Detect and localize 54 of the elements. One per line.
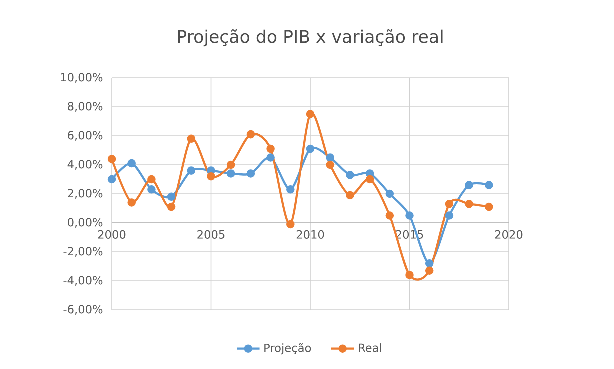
y-tick-label: 10,00% [61, 73, 103, 83]
y-tick-label: -6,00% [64, 305, 103, 315]
point [445, 212, 454, 220]
point [326, 160, 334, 170]
y-tick-label: 0,00% [68, 218, 103, 228]
point [187, 134, 196, 144]
point [246, 130, 256, 139]
point [346, 191, 354, 200]
point [306, 110, 315, 118]
point [485, 202, 494, 212]
point [207, 172, 216, 181]
point [386, 190, 394, 198]
point [406, 271, 414, 280]
x-tick-label: 2000 [98, 230, 126, 239]
point [326, 154, 334, 162]
point [386, 212, 394, 220]
point [406, 212, 414, 220]
legend-label: Projeção [264, 343, 312, 355]
x-tick-label: 2005 [198, 230, 225, 239]
y-tick-label: 6,00% [68, 131, 103, 141]
point [108, 155, 116, 164]
point [306, 144, 315, 154]
point [425, 259, 434, 268]
point [485, 181, 494, 190]
point [286, 220, 295, 229]
point [148, 186, 156, 194]
chart-title: Projeção do PIB x variação real [178, 30, 443, 47]
point [108, 175, 116, 184]
point [167, 202, 176, 212]
point [226, 160, 236, 170]
point [366, 175, 374, 184]
point [167, 192, 176, 202]
point [128, 198, 136, 207]
point [246, 170, 256, 178]
x-tick-label: 2010 [296, 230, 324, 239]
point [187, 166, 196, 175]
point [286, 186, 295, 194]
y-tick-label: 2,00% [68, 189, 103, 199]
point [266, 144, 275, 154]
point [445, 200, 454, 208]
y-tick-label: 4,00% [68, 160, 103, 170]
point [266, 154, 275, 162]
legend-label: Real [359, 344, 382, 352]
y-tick-label: -4,00% [64, 276, 103, 286]
point [148, 175, 156, 184]
point [128, 159, 136, 168]
x-tick-label: 2020 [495, 230, 523, 239]
point [465, 200, 474, 208]
y-tick-label: -2,00% [64, 247, 103, 257]
y-tick-label: 8,00% [68, 102, 103, 112]
point [465, 181, 474, 190]
point [425, 266, 434, 275]
point [346, 171, 354, 180]
point [226, 170, 236, 178]
